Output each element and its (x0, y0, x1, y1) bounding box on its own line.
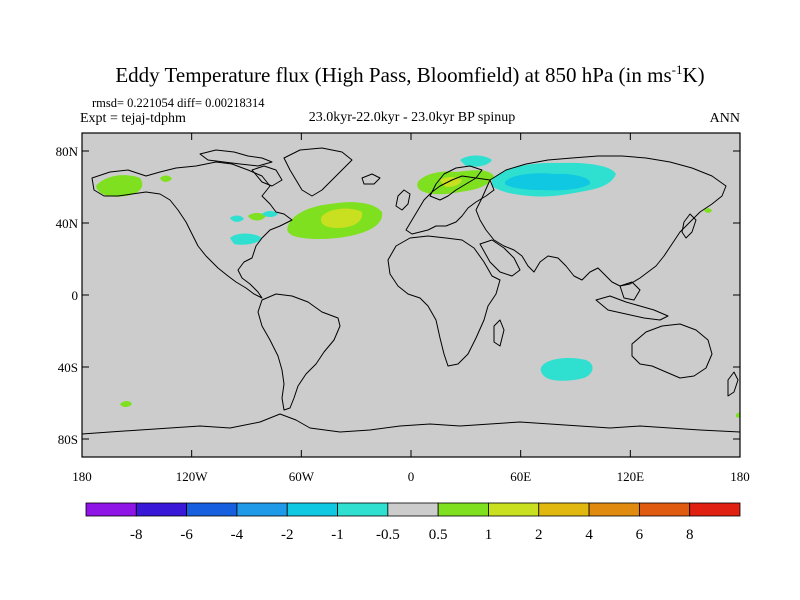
anomaly-atlantic-pos-core (320, 208, 363, 228)
coast-madagascar (493, 319, 505, 347)
anomaly-casia-pos (704, 208, 712, 213)
coast-borneo (619, 281, 641, 301)
anomaly-siberia-neg-core (505, 173, 591, 191)
anomaly-namerica-neg-2 (230, 215, 244, 222)
colorbar-swatch (387, 502, 439, 517)
longitude-axis: 180 120W 60W 0 60E 120E 180 (72, 133, 750, 484)
anomaly-spacific-pos (120, 401, 132, 407)
coast-japan (681, 213, 697, 239)
colorbar-label: 2 (535, 527, 543, 543)
anomaly-alaska-pos (96, 175, 143, 197)
lon-tick-label: 60W (289, 469, 315, 484)
anomaly-namerica-pos-1 (248, 213, 266, 221)
coast-europe (405, 175, 495, 235)
coast-north-america (91, 161, 293, 299)
anomaly-namerica-neg-1 (230, 233, 262, 245)
figure-title: Eddy Temperature flux (High Pass, Bloomf… (115, 62, 704, 87)
coast-baffin (251, 165, 283, 187)
lat-tick-label: 40N (56, 216, 79, 231)
coast-indonesia (595, 295, 669, 321)
colorbar-label: -4 (231, 527, 244, 543)
colorbar-label: -8 (130, 527, 143, 543)
colorbar-label: 8 (686, 527, 694, 543)
colorbar-swatch (337, 502, 389, 517)
colorbar-label: -6 (180, 527, 193, 543)
colorbar-label: -0.5 (376, 527, 400, 543)
colorbar-swatch (236, 502, 288, 517)
season-label: ANN (710, 111, 740, 126)
title-text: Eddy Temperature flux (High Pass, Bloomf… (115, 63, 671, 87)
colorbar-label: 6 (636, 527, 644, 543)
title-end: K) (682, 63, 704, 87)
lat-tick-label: 80N (56, 144, 79, 159)
coast-new-zealand (727, 371, 739, 397)
coast-arctic-islands (199, 149, 273, 167)
colorbar-label: 4 (585, 527, 593, 543)
colorbar-swatch (689, 502, 741, 517)
lon-tick-label: 120E (617, 469, 645, 484)
colorbar-label: 0.5 (429, 527, 448, 543)
coast-greenland (283, 147, 353, 197)
lat-tick-label: 0 (72, 288, 79, 303)
experiment-label: Expt = tejaj-tdphm (80, 111, 186, 126)
coast-antarctica (81, 413, 741, 435)
colorbar-swatch (286, 502, 338, 517)
coast-arabia (479, 239, 521, 277)
colorbar-swatch (638, 502, 691, 517)
anomaly-edge-right-pos (736, 412, 740, 418)
colorbar-label: -1 (331, 527, 344, 543)
colorbar-swatch (85, 502, 137, 517)
colorbar-swatch (538, 502, 590, 517)
colorbar-swatch (135, 502, 188, 517)
lat-tick-label: 80S (58, 432, 78, 447)
period-label: 23.0kyr-22.0kyr - 23.0kyr BP spinup (309, 110, 515, 125)
anomaly-sindian-neg (540, 358, 593, 381)
anomaly-alaska-pos-2 (160, 175, 172, 182)
lon-tick-label: 180 (72, 469, 92, 484)
colorbar-swatch (186, 502, 238, 517)
anomaly-regions (96, 155, 740, 418)
coast-australia (631, 323, 713, 379)
coast-africa (387, 235, 501, 367)
title-superscript: -1 (672, 62, 683, 77)
anomaly-scandinavia-pos-core (440, 177, 462, 187)
lon-tick-label: 180 (730, 469, 750, 484)
coastlines (81, 147, 741, 435)
lat-tick-label: 40S (58, 360, 78, 375)
coast-asia (475, 155, 727, 287)
colorbar-label: -2 (281, 527, 294, 543)
colorbar-label: 1 (485, 527, 493, 543)
coast-iceland (361, 173, 381, 185)
colorbar-swatch (588, 502, 640, 517)
coast-britain (395, 189, 411, 211)
coast-scandinavia (429, 165, 483, 201)
colorbar-swatch (437, 502, 489, 517)
lon-tick-label: 60E (510, 469, 531, 484)
anomaly-greatlakes-neg (262, 211, 278, 217)
latitude-axis: 80N 40N 0 40S 80S (56, 144, 740, 447)
lon-tick-label: 0 (408, 469, 415, 484)
stats-label: rmsd= 0.221054 diff= 0.00218314 (92, 96, 265, 110)
colorbar: -8 -6 -4 -2 -1 -0.5 0.5 1 2 4 6 8 (85, 502, 741, 543)
coast-south-america (257, 293, 341, 411)
lon-tick-label: 120W (176, 469, 209, 484)
colorbar-swatch (488, 502, 540, 517)
anomaly-arctic-neg (460, 155, 492, 167)
